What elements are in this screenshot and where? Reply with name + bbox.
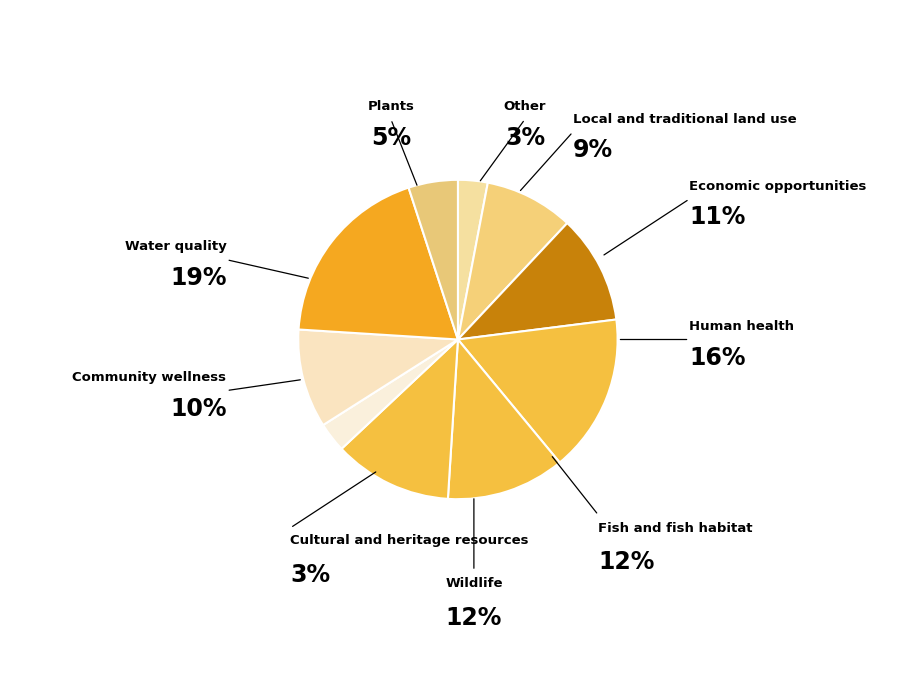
Text: Local and traditional land use: Local and traditional land use	[573, 113, 797, 126]
Wedge shape	[409, 180, 458, 340]
Text: Cultural and heritage resources: Cultural and heritage resources	[290, 534, 529, 547]
Wedge shape	[458, 180, 487, 340]
Text: 3%: 3%	[505, 126, 545, 149]
Text: Community wellness: Community wellness	[73, 371, 227, 384]
Text: Other: Other	[504, 100, 546, 113]
Text: Fish and fish habitat: Fish and fish habitat	[599, 521, 753, 534]
Text: 11%: 11%	[689, 205, 745, 230]
Text: Economic opportunities: Economic opportunities	[689, 179, 867, 193]
Text: Wildlife: Wildlife	[445, 577, 503, 591]
Text: 3%: 3%	[290, 563, 330, 587]
Wedge shape	[458, 223, 616, 340]
Wedge shape	[298, 329, 458, 425]
Wedge shape	[458, 183, 567, 340]
Wedge shape	[448, 340, 560, 499]
Text: 10%: 10%	[170, 397, 227, 421]
Text: 12%: 12%	[446, 606, 502, 630]
Text: Water quality: Water quality	[125, 240, 227, 253]
Text: Plants: Plants	[367, 100, 414, 113]
Text: 9%: 9%	[573, 139, 613, 162]
Wedge shape	[323, 340, 458, 449]
Text: 16%: 16%	[689, 346, 746, 370]
Wedge shape	[341, 340, 458, 499]
Text: 12%: 12%	[599, 550, 655, 574]
Text: Human health: Human health	[689, 320, 794, 333]
Text: 19%: 19%	[170, 266, 227, 290]
Text: 5%: 5%	[371, 126, 411, 149]
Wedge shape	[458, 320, 618, 462]
Wedge shape	[298, 187, 458, 340]
